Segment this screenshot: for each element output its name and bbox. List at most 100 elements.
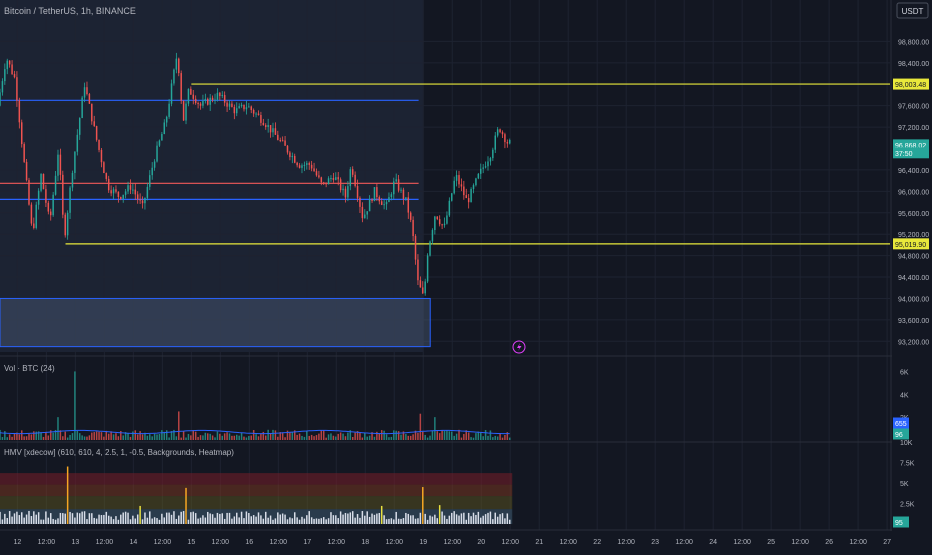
price-label-text: 37:50: [895, 151, 913, 158]
time-tick-label: 12:00: [559, 539, 577, 546]
price-tick-label: 97,200.00: [898, 125, 929, 132]
hmv-bar: [120, 514, 122, 524]
hmv-bar: [194, 513, 197, 524]
volume-title[interactable]: Vol · BTC (24): [4, 364, 55, 373]
hmv-bar: [417, 518, 419, 524]
volume-bar: [180, 437, 182, 440]
time-tick-label: 22: [593, 539, 601, 546]
volume-bar: [438, 433, 441, 440]
hmv-bar: [477, 511, 480, 524]
volume-bar: [144, 432, 146, 440]
candle-body: [255, 113, 257, 115]
price-label-yellow: 98,003.48: [893, 78, 929, 90]
candle-body: [146, 186, 149, 198]
hmv-bar: [337, 518, 339, 524]
price-axis[interactable]: 98,800.00 98,400.00 97,600.00 97,200.00 96,4…: [892, 0, 932, 550]
hmv-bar: [129, 519, 132, 524]
candle-body: [204, 98, 207, 101]
currency-button[interactable]: USDT: [896, 2, 929, 19]
volume-bar: [252, 430, 255, 440]
volume-bar: [431, 430, 434, 440]
volume-bar: [424, 434, 426, 440]
candle-body: [28, 180, 30, 205]
candle-body: [78, 117, 81, 135]
price-tick-label: 93,200.00: [898, 339, 929, 346]
hmv-bar: [378, 512, 381, 524]
volume-bar: [66, 437, 69, 440]
volume-bar: [262, 431, 265, 440]
volume-bar: [496, 436, 499, 440]
hmv-bar: [223, 518, 226, 524]
candle-body: [105, 173, 108, 179]
candle-body: [320, 177, 323, 183]
candle-body: [16, 77, 18, 101]
volume-bar: [482, 436, 484, 440]
volume-bar: [20, 430, 23, 440]
hmv-bar: [407, 513, 410, 524]
volume-bar: [499, 433, 501, 440]
hmv-bar: [76, 512, 79, 524]
volume-bar: [57, 417, 59, 440]
volume-bar: [18, 434, 21, 440]
hmv-bar: [361, 510, 364, 524]
price-tick-label: 95,200.00: [898, 232, 929, 239]
volume-bar: [272, 429, 274, 440]
candle-body: [443, 223, 446, 226]
candle-body: [289, 152, 291, 158]
demand-zone[interactable]: [0, 297, 431, 348]
hmv-band: [0, 473, 513, 485]
candle-body: [180, 73, 182, 101]
candle-body: [354, 174, 356, 186]
hmv-bar: [255, 516, 257, 524]
volume-bar: [475, 433, 477, 440]
hmv-bar: [66, 466, 69, 524]
hmv-title[interactable]: HMV [xdecow] (610, 610, 4, 2.5, 1, -0.5,…: [4, 448, 234, 457]
candle-body: [327, 178, 330, 185]
time-axis[interactable]: 12 12:00 13 12:00 14 12:00 15 12:00 16 12:00 17 12:…: [0, 531, 892, 550]
volume-bar: [81, 435, 83, 440]
hmv-bar: [139, 505, 141, 524]
candle-body: [313, 168, 315, 172]
volume-bar: [325, 437, 327, 440]
volume-bar: [49, 430, 52, 440]
volume-bar: [359, 432, 361, 440]
hmv-bar: [332, 515, 335, 524]
candle-body: [136, 194, 139, 200]
time-tick-label: 12:00: [212, 539, 230, 546]
hmv-bar: [414, 518, 417, 524]
hmv-bar: [98, 514, 100, 524]
volume-last-label: 655: [895, 421, 907, 428]
candle-body: [231, 103, 233, 107]
hmv-bar: [136, 514, 139, 524]
hmv-bar: [313, 518, 315, 524]
candle-body: [47, 202, 50, 212]
price-tick-label: 94,800.00: [898, 254, 929, 261]
volume-bar: [368, 435, 371, 440]
candle-body: [59, 154, 62, 175]
hmv-bar: [470, 516, 472, 524]
candle-body: [110, 190, 112, 194]
hmv-bar: [508, 519, 511, 524]
lightning-icon[interactable]: [512, 340, 526, 354]
volume-bar: [238, 435, 240, 440]
hmv-bar: [182, 511, 185, 524]
hmv-bar: [451, 512, 453, 524]
volume-bar: [492, 437, 494, 440]
price-tick-label: 93,600.00: [898, 318, 929, 325]
candle-body: [279, 140, 281, 142]
time-tick-label: 13: [71, 539, 79, 546]
symbol-title[interactable]: Bitcoin / TetherUS, 1h, BINANCE: [4, 6, 136, 16]
hmv-bar: [342, 514, 344, 524]
candle-body: [351, 169, 354, 175]
hmv-bar: [284, 514, 286, 524]
candle-body: [20, 122, 23, 145]
hmv-bar: [59, 512, 62, 524]
hmv-bar: [371, 513, 373, 524]
time-tick-label: 19: [419, 539, 427, 546]
volume-bar: [45, 431, 47, 440]
volume-bar: [202, 435, 204, 440]
volume-bar: [178, 411, 180, 440]
candle-body: [40, 173, 42, 191]
